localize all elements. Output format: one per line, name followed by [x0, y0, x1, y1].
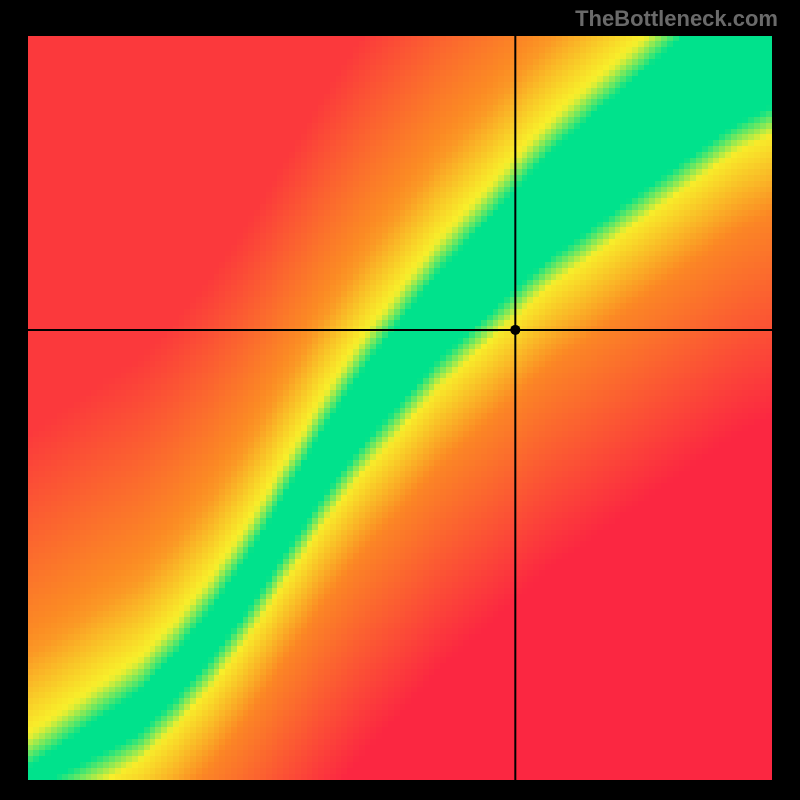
bottleneck-heatmap [28, 36, 772, 780]
chart-container: TheBottleneck.com [0, 0, 800, 800]
watermark-text: TheBottleneck.com [575, 6, 778, 32]
